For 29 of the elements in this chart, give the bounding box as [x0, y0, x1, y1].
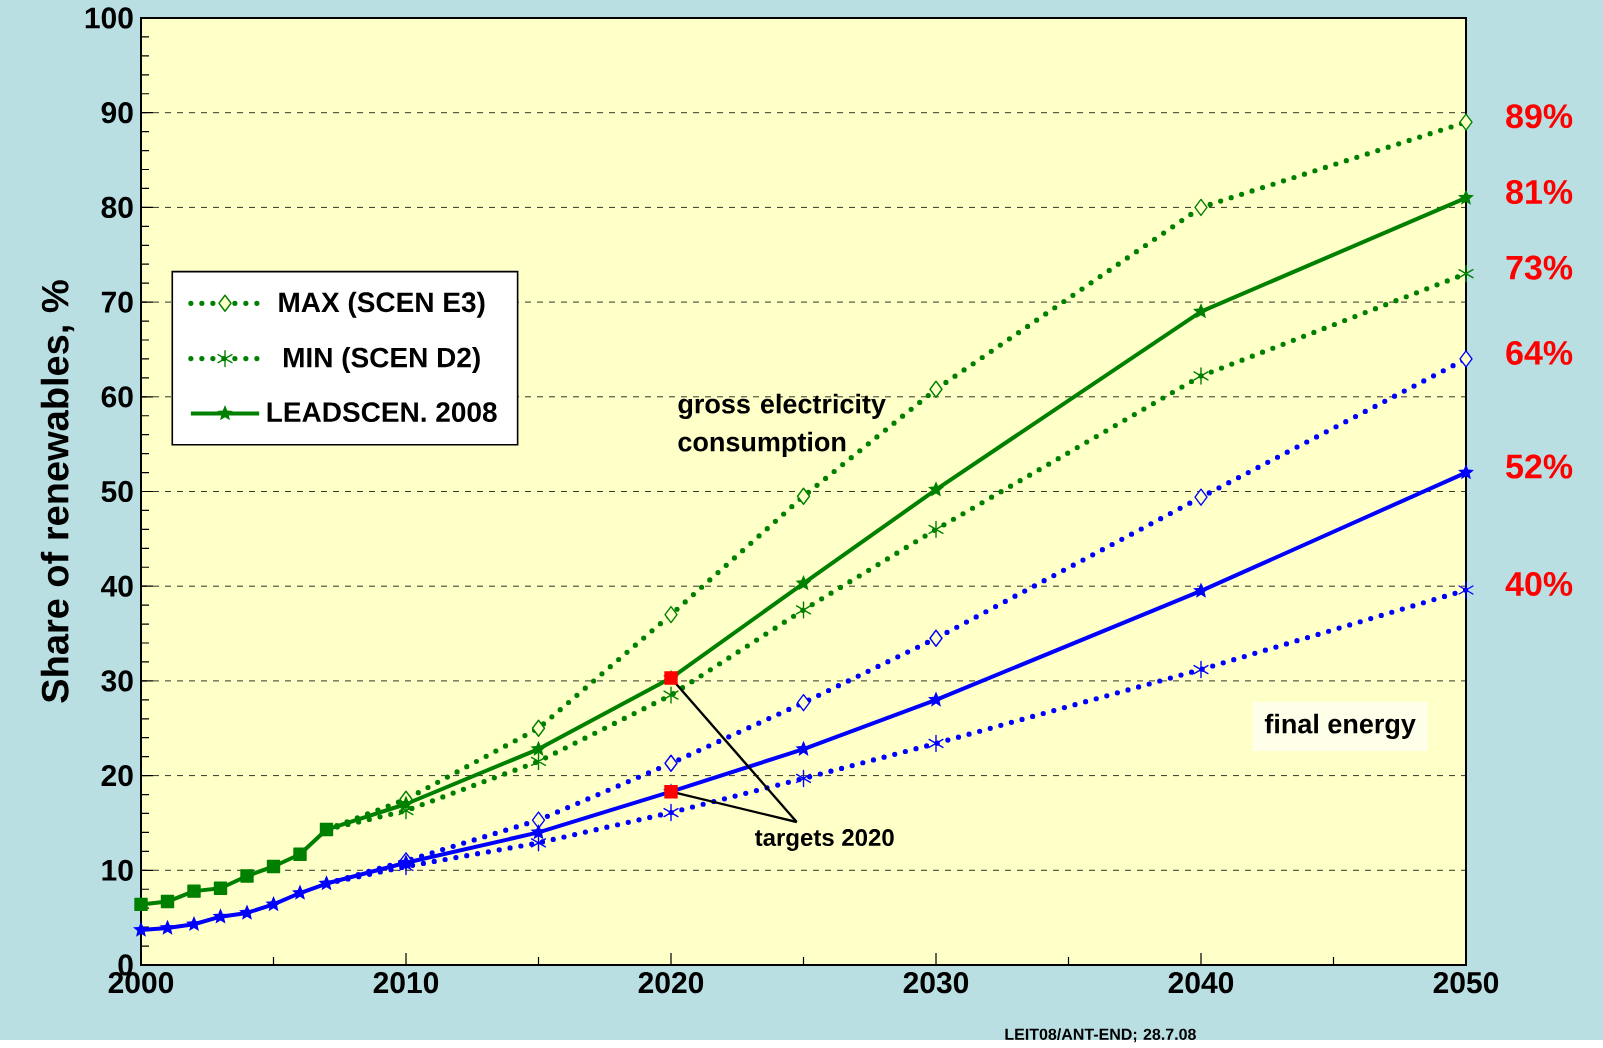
data-label: 52%	[1506, 454, 1573, 479]
legend-label: MAX (SCEN E3)	[279, 291, 485, 318]
data-label: 40%	[1505, 571, 1573, 596]
data-label: 73%	[1506, 255, 1573, 280]
y-tick-label: 20	[101, 764, 133, 787]
x-tick-label: 2040	[1168, 971, 1234, 994]
y-tick-label: 70	[101, 291, 133, 313]
legend-label: LEADSCEN. 2008	[267, 402, 497, 422]
text: LEIT08/ANT-END; 28.7.08	[1005, 1028, 1196, 1043]
annotation: final energy	[1264, 713, 1416, 739]
x-tick-label: 2020	[638, 971, 704, 994]
y-tick-label: 90	[101, 101, 133, 124]
y-tick-label: 30	[101, 670, 133, 692]
annotation: targets 2020	[754, 828, 894, 851]
data-label: 64%	[1506, 340, 1573, 365]
y-tick-label: 100	[85, 7, 133, 29]
y-tick-label: 50	[101, 480, 133, 502]
x-tick-label: 2050	[1433, 971, 1499, 994]
y-tick-label: 60	[101, 386, 133, 408]
x-tick-label: 2010	[373, 971, 439, 994]
x-tick-label: 2030	[903, 971, 969, 994]
annotation: gross electricity consumption	[678, 393, 886, 457]
y-tick-label: 40	[101, 575, 133, 597]
y-tick-label: 80	[101, 196, 133, 218]
data-label: 89%	[1506, 103, 1573, 129]
y-axis-title: Share of renewables, %	[40, 280, 75, 703]
legend-label: MIN (SCEN D2)	[284, 346, 480, 373]
y-tick-label: 10	[102, 859, 133, 881]
data-label: 81%	[1506, 179, 1573, 204]
